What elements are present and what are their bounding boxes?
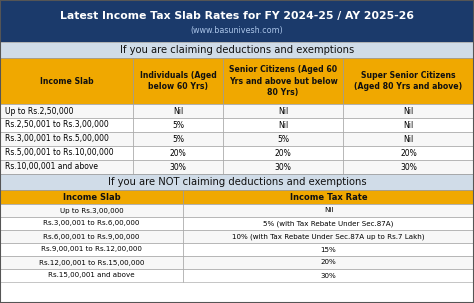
Bar [183,230,474,243]
Text: 5% (with Tax Rebate Under Sec.87A): 5% (with Tax Rebate Under Sec.87A) [264,220,394,227]
Text: Income Slab: Income Slab [63,192,120,201]
Bar [343,146,474,160]
Bar [0,204,183,217]
Bar [343,132,474,146]
Text: Nil: Nil [403,135,414,144]
Text: 5%: 5% [277,135,289,144]
Text: 20%: 20% [274,148,292,158]
Bar [0,146,133,160]
Bar [0,217,183,230]
Text: Rs.3,00,001 to Rs.5,00,000: Rs.3,00,001 to Rs.5,00,000 [5,135,109,144]
Text: Rs.2,50,001 to Rs.3,00,000: Rs.2,50,001 to Rs.3,00,000 [5,121,109,129]
Bar [343,118,474,132]
Bar [223,160,343,174]
Bar [0,243,183,256]
Text: 20%: 20% [170,148,186,158]
Bar [133,58,223,104]
Text: Rs.6,00,001 to Rs.9,00,000: Rs.6,00,001 to Rs.9,00,000 [43,234,140,239]
Bar [0,269,183,282]
Text: 30%: 30% [320,272,337,278]
Bar [183,256,474,269]
Text: Nil: Nil [403,121,414,129]
Bar [223,132,343,146]
Text: Rs.5,00,001 to Rs.10,00,000: Rs.5,00,001 to Rs.10,00,000 [5,148,114,158]
Text: Income Tax Rate: Income Tax Rate [290,192,367,201]
Text: 20%: 20% [320,259,337,265]
Bar [223,146,343,160]
Bar [0,230,183,243]
Text: If you are NOT claiming deductions and exemptions: If you are NOT claiming deductions and e… [108,177,366,187]
Bar [183,204,474,217]
Bar [0,160,133,174]
Text: Rs.3,00,001 to Rs.6,00,000: Rs.3,00,001 to Rs.6,00,000 [43,221,140,227]
Text: Nil: Nil [324,208,333,214]
Bar [133,104,223,118]
Text: 20%: 20% [400,148,417,158]
Bar [223,104,343,118]
Text: 10% (with Tax Rebate Under Sec.87A up to Rs.7 Lakh): 10% (with Tax Rebate Under Sec.87A up to… [232,233,425,240]
Text: Nil: Nil [278,121,288,129]
Bar [183,243,474,256]
Bar [0,190,183,204]
Text: 30%: 30% [170,162,186,171]
Text: Nil: Nil [278,106,288,115]
Text: 30%: 30% [400,162,417,171]
Bar [0,42,474,58]
Text: Rs.10,00,001 and above: Rs.10,00,001 and above [5,162,98,171]
Bar [183,190,474,204]
Bar [343,104,474,118]
Bar [0,174,474,190]
Text: Senior Citizens (Aged 60
Yrs and above but below
80 Yrs): Senior Citizens (Aged 60 Yrs and above b… [228,65,337,97]
Bar [0,118,133,132]
Text: Up to Rs.3,00,000: Up to Rs.3,00,000 [60,208,123,214]
Bar [133,160,223,174]
Text: (www.basunivesh.com): (www.basunivesh.com) [191,26,283,35]
Text: 5%: 5% [172,121,184,129]
Text: 15%: 15% [320,247,337,252]
Bar [183,269,474,282]
Text: Rs.9,00,001 to Rs.12,00,000: Rs.9,00,001 to Rs.12,00,000 [41,247,142,252]
Bar [133,118,223,132]
Text: Rs.12,00,001 to Rs.15,00,000: Rs.12,00,001 to Rs.15,00,000 [39,259,144,265]
Bar [133,132,223,146]
Bar [0,0,474,42]
Bar [133,146,223,160]
Text: Super Senior Citizens
(Aged 80 Yrs and above): Super Senior Citizens (Aged 80 Yrs and a… [355,71,463,91]
Bar [223,58,343,104]
Text: Individuals (Aged
below 60 Yrs): Individuals (Aged below 60 Yrs) [140,71,216,91]
Text: If you are claiming deductions and exemptions: If you are claiming deductions and exemp… [120,45,354,55]
Bar [0,104,133,118]
Text: Nil: Nil [403,106,414,115]
Bar [343,160,474,174]
Text: 30%: 30% [274,162,292,171]
Text: Nil: Nil [173,106,183,115]
Text: Up to Rs.2,50,000: Up to Rs.2,50,000 [5,106,73,115]
Bar [343,58,474,104]
Bar [0,132,133,146]
Text: Rs.15,00,001 and above: Rs.15,00,001 and above [48,272,135,278]
Text: Income Slab: Income Slab [40,76,93,85]
Text: 5%: 5% [172,135,184,144]
Bar [223,118,343,132]
Text: Latest Income Tax Slab Rates for FY 2024-25 / AY 2025-26: Latest Income Tax Slab Rates for FY 2024… [60,11,414,21]
Bar [0,58,133,104]
Bar [183,217,474,230]
Bar [0,256,183,269]
